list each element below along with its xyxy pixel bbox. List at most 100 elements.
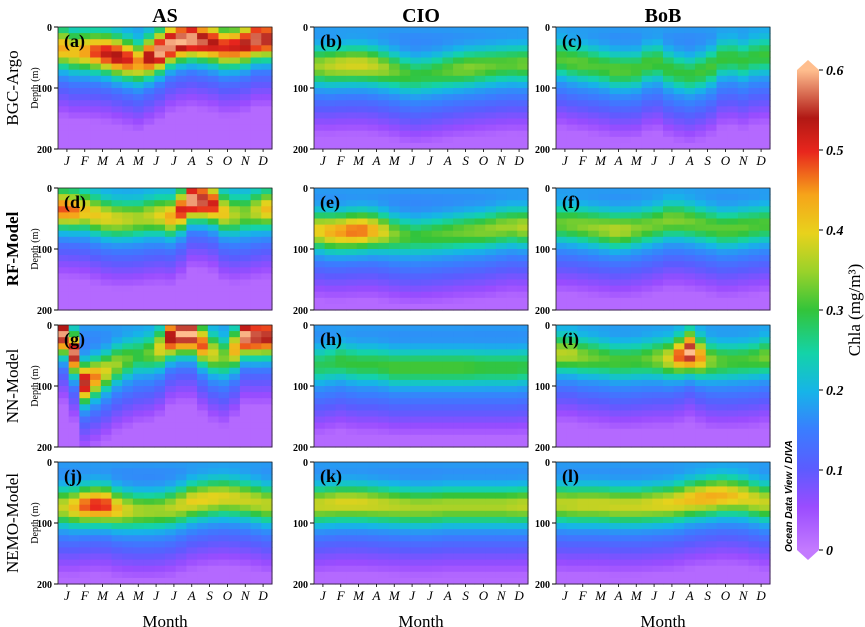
chla-cell (485, 297, 497, 305)
chla-cell (132, 523, 145, 530)
chla-cell (388, 498, 401, 506)
chla-cell (399, 285, 411, 293)
chla-cell (165, 75, 177, 83)
chla-cell (566, 57, 578, 65)
chla-cell (759, 224, 771, 232)
chla-cell (609, 106, 621, 113)
chla-cell (673, 541, 685, 548)
chla-cell (556, 498, 568, 506)
chla-cell (517, 130, 529, 138)
chla-cell (517, 194, 529, 201)
chla-cell (165, 416, 177, 424)
chla-cell (556, 194, 568, 201)
chla-cell (737, 136, 750, 144)
chla-cell (143, 571, 155, 579)
chla-cell (100, 112, 113, 120)
chla-cell (673, 39, 685, 46)
chla-cell (58, 188, 70, 195)
chla-cell (598, 45, 611, 52)
chla-cell (154, 118, 166, 126)
chla-cell (463, 273, 476, 281)
chla-cell (218, 325, 230, 332)
chla-cell (598, 236, 611, 244)
chla-cell (356, 285, 369, 293)
chla-cell (506, 492, 518, 500)
chla-cell (335, 480, 347, 487)
chla-cell (759, 212, 771, 220)
chla-cell (239, 379, 252, 387)
chla-cell (598, 255, 611, 262)
month-tick-label: M (96, 153, 109, 168)
chla-cell (737, 39, 750, 46)
chla-cell (356, 33, 369, 40)
chla-cell (474, 480, 486, 487)
chla-cell (630, 279, 643, 287)
chla-cell (122, 410, 134, 418)
chla-cell (442, 349, 454, 357)
chla-cell (175, 27, 187, 34)
chla-cell (261, 267, 273, 274)
chla-cell (620, 386, 632, 393)
chla-cell (652, 291, 664, 299)
chla-cell (588, 57, 600, 65)
chla-cell (399, 303, 411, 311)
chla-cell (410, 39, 422, 46)
chla-cell (517, 367, 529, 375)
chla-cell (143, 100, 155, 107)
chla-cell (356, 486, 369, 494)
chla-cell (229, 529, 241, 536)
chla-cell (641, 541, 653, 548)
chla-cell (641, 331, 653, 338)
chla-cell (186, 27, 198, 34)
chla-cell (68, 416, 80, 424)
chla-cell (421, 498, 433, 506)
chla-cell (197, 547, 209, 555)
chla-cell (431, 440, 443, 448)
chla-cell (588, 291, 600, 299)
chla-cell (463, 249, 476, 256)
chla-cell (517, 529, 529, 536)
chla-cell (197, 498, 209, 506)
chla-cell (727, 462, 739, 469)
chla-cell (495, 410, 508, 418)
chla-cell (695, 279, 707, 287)
chla-cell (111, 224, 123, 232)
chla-cell (356, 45, 369, 52)
chla-cell (132, 392, 145, 399)
chla-cell (748, 523, 760, 530)
chla-cell (652, 206, 664, 213)
chla-cell (652, 51, 664, 59)
chla-cell (367, 218, 379, 226)
chla-cell (186, 39, 198, 46)
chla-cell (378, 331, 390, 338)
chla-cell (705, 440, 718, 448)
chla-cell (748, 416, 760, 424)
chla-cell (630, 361, 643, 369)
chla-cell (111, 118, 123, 126)
chla-cell (556, 273, 568, 281)
chla-cell (421, 118, 433, 126)
chla-cell (442, 100, 454, 107)
chla-cell (250, 188, 262, 195)
chla-cell (207, 75, 220, 83)
depth-tick-label: 100 (293, 245, 308, 256)
chla-cell (598, 291, 611, 299)
chla-cell (100, 279, 113, 287)
chla-cell (463, 434, 476, 442)
chla-cell (175, 57, 187, 65)
chla-cell (399, 355, 411, 363)
chla-cell (143, 255, 155, 262)
chla-cell (111, 404, 123, 411)
chla-cell (367, 194, 379, 201)
chla-cell (239, 112, 252, 120)
chla-cell (748, 218, 760, 226)
chla-cell (442, 474, 454, 481)
chla-cell (588, 303, 600, 311)
chla-cell (207, 218, 220, 226)
chla-cell (727, 255, 739, 262)
chla-cell (122, 249, 134, 256)
chla-cell (684, 94, 696, 101)
chla-cell (356, 194, 369, 201)
chla-cell (630, 571, 643, 579)
